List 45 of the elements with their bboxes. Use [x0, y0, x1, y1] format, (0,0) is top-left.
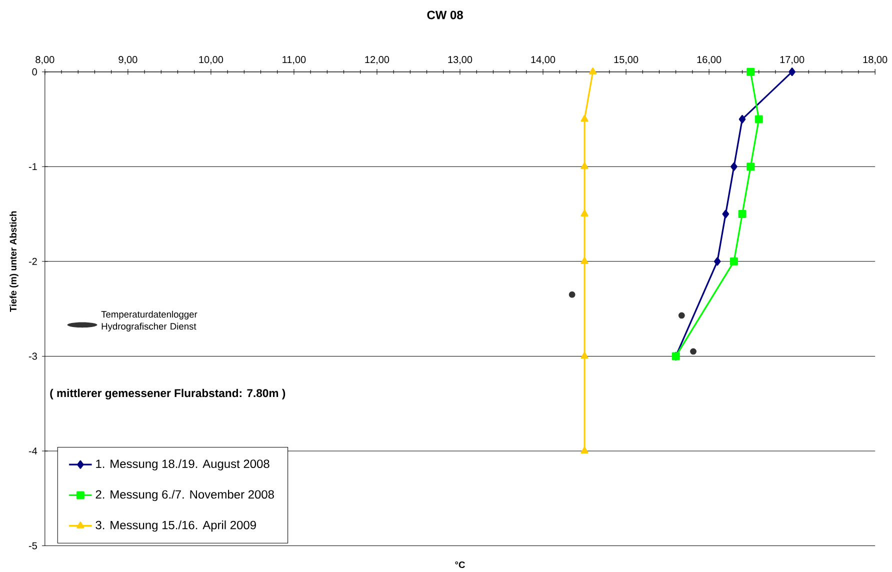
legend-label: 1. Messung 18./19. August 2008: [96, 459, 270, 470]
x-tick-label: 8,00: [36, 56, 54, 64]
y-tick-label: -1: [28, 162, 37, 170]
point: [722, 210, 730, 218]
point: [580, 162, 588, 169]
y-tick-label: -2: [28, 258, 37, 265]
point: [714, 256, 721, 266]
x-tick-label: 12,00: [365, 56, 390, 64]
y-tick-label: -5: [28, 542, 37, 550]
x-tick-label: 9,00: [118, 56, 138, 64]
x-tick-label: 14,00: [531, 56, 556, 64]
y-tick-label: -4: [28, 447, 38, 454]
point: [580, 446, 588, 454]
x-tick-label: 13,00: [448, 56, 472, 64]
point: [738, 210, 746, 218]
point: [730, 162, 738, 171]
point: [730, 257, 738, 266]
x-tick-label: 17,00: [780, 56, 804, 64]
point: [678, 312, 685, 318]
point: [580, 256, 588, 264]
x-tick-label: 11,00: [282, 56, 306, 64]
point: [580, 114, 588, 122]
x-axis-title: °C: [455, 561, 465, 568]
point: [738, 114, 746, 124]
point: [754, 115, 763, 123]
point: [580, 352, 588, 359]
y-axis-title: Tiefe (m) unter Abstich: [10, 211, 18, 312]
point: [788, 67, 796, 76]
y-tick-label: -3: [28, 352, 37, 360]
legend-label: Temperaturdatenlogger Hydrografischer Dienst: [101, 310, 198, 332]
x-tick-label: 10,00: [199, 56, 224, 64]
point: [690, 348, 696, 354]
legend-label: 2. Messung 6./7. November 2008: [96, 490, 274, 501]
x-tick-label: 16,00: [697, 56, 722, 64]
y-tick-label: 0: [32, 68, 37, 76]
point: [746, 162, 755, 170]
x-tick-label: 18,00: [863, 56, 888, 64]
point: [580, 210, 588, 216]
point: [746, 68, 755, 76]
legend-label: 3. Messung 15./16. April 2009: [96, 520, 256, 532]
annotation: ( mittlerer gemessener Flurabstand: 7.80m ): [50, 388, 286, 400]
x-tick-label: 15,00: [614, 56, 638, 64]
point: [589, 67, 597, 74]
point: [568, 291, 576, 298]
chart-title: CW 08: [427, 10, 463, 19]
